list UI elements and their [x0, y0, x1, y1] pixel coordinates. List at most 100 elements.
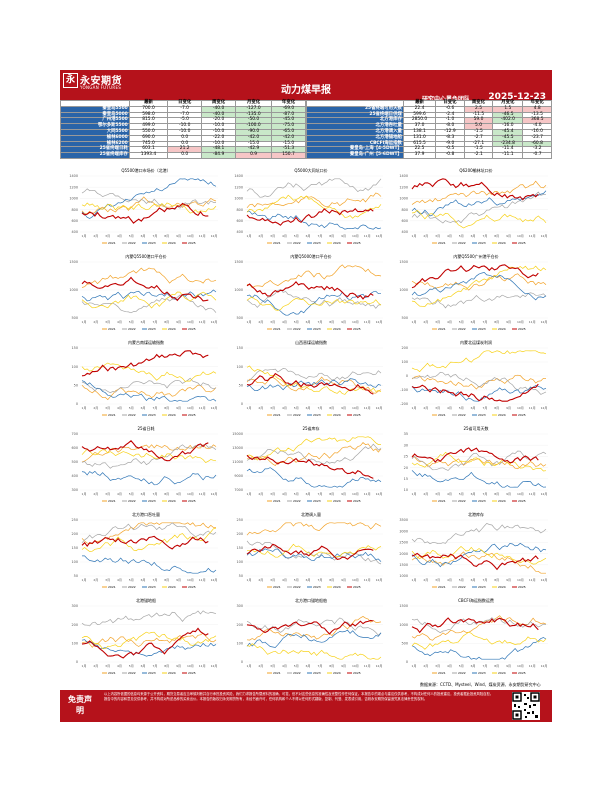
y-tick-label: 1000 [399, 574, 408, 578]
chart-title: 内蒙北运煤炭利润 [460, 339, 492, 345]
series-line [81, 362, 217, 382]
series-line [411, 374, 547, 390]
y-tick-label: 0 [76, 660, 78, 664]
y-tick-label: 250 [72, 518, 78, 522]
table-row: 北方港锚地船 131.0 -8.3 -2.7 -45.5 -23.7 [306, 134, 552, 142]
series-line [246, 192, 382, 209]
x-tick-label: 7月 [152, 578, 157, 582]
chart-panel: 山西晋煤运输指数 150 100 50 0 1月 2月 3月 4月 5月 6月 7月 8月 9月 10月 11… [227, 338, 387, 420]
y-tick-label: 200 [237, 532, 243, 536]
x-tick-label: 5月 [129, 664, 134, 668]
table-cell: -45.4 [492, 129, 524, 136]
series-line [411, 191, 547, 224]
x-tick-label: 2月 [93, 578, 98, 582]
chart-panel: 内蒙Q5000港口平仓价 1500 1000 500 1月 2月 3月 4月 5月 6月 7月 8月 9… [227, 252, 387, 334]
y-tick-label: 200 [402, 346, 408, 350]
x-tick-label: 2月 [423, 234, 428, 238]
series-line [81, 202, 217, 214]
line-chart: 内蒙古南煤运输指数 150 100 50 0 1月 2月 3月 4月 5月 6月 7月 8月 9月 10月 1… [72, 339, 218, 417]
series-line [411, 455, 547, 470]
x-tick-label: 4月 [447, 320, 452, 324]
x-tick-label: 7月 [317, 406, 322, 410]
disclaimer-bar: 免责声明 以上内容所依据的信息均来源于公开资料，期货交易者应当审慎判断并自行承担… [60, 690, 552, 722]
series-line [411, 385, 547, 402]
legend-label: 2021 [438, 585, 446, 589]
x-tick-label: 7月 [152, 664, 157, 668]
legend-label: 2025 [518, 241, 526, 245]
series-line [246, 643, 382, 660]
table-cell: -45.5 [492, 134, 524, 142]
series-line [411, 451, 547, 472]
series-line [411, 178, 539, 201]
x-tick-label: 5月 [459, 234, 464, 238]
x-tick-label: 10月 [352, 492, 359, 496]
y-tick-label: 150 [237, 346, 243, 350]
legend-label: 2025 [188, 327, 196, 331]
legend-label: 2021 [108, 327, 116, 331]
y-tick-label: 50 [239, 384, 243, 388]
x-tick-label: 4月 [282, 492, 287, 496]
x-tick-label: 12月 [211, 664, 218, 668]
qr-code-icon [512, 692, 540, 720]
series-line [246, 368, 382, 381]
x-tick-label: 11月 [529, 492, 536, 496]
x-tick-label: 3月 [435, 406, 440, 410]
table-row: 大同5500 550.0 -10.0 -10.0 -90.0 -65.0 [60, 129, 306, 136]
table-cell: -16.0 [522, 129, 552, 136]
chart-panel: 25省库存 15000 13000 11000 9000 7000 1月 2月 3月 4月 5月 6月… [227, 424, 387, 506]
legend-label: 2021 [108, 585, 116, 589]
x-tick-label: 7月 [482, 664, 487, 668]
chart-panel: 25省可用天数 35 30 25 20 15 10 1月 2月 3月 4月 5月 6月 7月 8月 9月 10月… [392, 424, 552, 506]
y-tick-label: 1000 [234, 288, 243, 292]
x-tick-label: 12月 [211, 578, 218, 582]
y-tick-label: 50 [74, 574, 78, 578]
legend-label: 2022 [128, 413, 136, 417]
x-tick-label: 12月 [376, 492, 383, 496]
series-line [81, 522, 217, 544]
legend-label: 2021 [108, 413, 116, 417]
y-tick-label: 1500 [69, 260, 78, 264]
x-tick-label: 4月 [117, 664, 122, 668]
x-tick-label: 6月 [141, 492, 146, 496]
series-line [246, 210, 382, 230]
x-tick-label: 9月 [341, 320, 346, 324]
y-tick-label: 2000 [399, 552, 408, 556]
x-tick-label: 11月 [364, 234, 371, 238]
series-line [411, 546, 547, 565]
chart-title: 北方港口吞吐量 [132, 511, 160, 517]
x-tick-label: 9月 [341, 234, 346, 238]
y-tick-label: 3000 [399, 529, 408, 533]
legend-label: 2024 [168, 585, 176, 589]
x-tick-label: 3月 [270, 406, 275, 410]
x-tick-label: 8月 [329, 492, 334, 496]
x-tick-label: 6月 [141, 664, 146, 668]
x-tick-label: 10月 [187, 234, 194, 238]
x-tick-label: 6月 [306, 578, 311, 582]
x-tick-label: 7月 [482, 234, 487, 238]
y-tick-label: 25 [404, 455, 408, 459]
x-tick-label: 3月 [270, 234, 275, 238]
x-tick-label: 12月 [376, 578, 383, 582]
series-line [246, 522, 382, 536]
series-line [411, 617, 539, 634]
x-tick-label: 5月 [294, 578, 299, 582]
series-line [411, 470, 547, 488]
series-line [81, 202, 209, 224]
x-tick-label: 2月 [93, 492, 98, 496]
legend-label: 2021 [273, 585, 281, 589]
table-cell: 138.1 [402, 129, 437, 136]
x-tick-label: 11月 [529, 578, 536, 582]
x-tick-label: 10月 [517, 234, 524, 238]
series-line [246, 467, 382, 488]
x-tick-label: 12月 [376, 406, 383, 410]
x-tick-label: 7月 [317, 578, 322, 582]
x-tick-label: 5月 [459, 406, 464, 410]
x-tick-label: 9月 [341, 406, 346, 410]
x-tick-label: 4月 [447, 578, 452, 582]
legend-label: 2024 [333, 413, 341, 417]
series-line [81, 448, 217, 464]
table-cell: -11.1 [492, 152, 524, 159]
x-tick-label: 4月 [117, 406, 122, 410]
x-tick-label: 6月 [306, 492, 311, 496]
chart-panel: 北方港口锚地船舶 300 200 100 0 1月 2月 3月 4月 5月 6月 7月 8月 9月 10月 1… [227, 596, 387, 678]
